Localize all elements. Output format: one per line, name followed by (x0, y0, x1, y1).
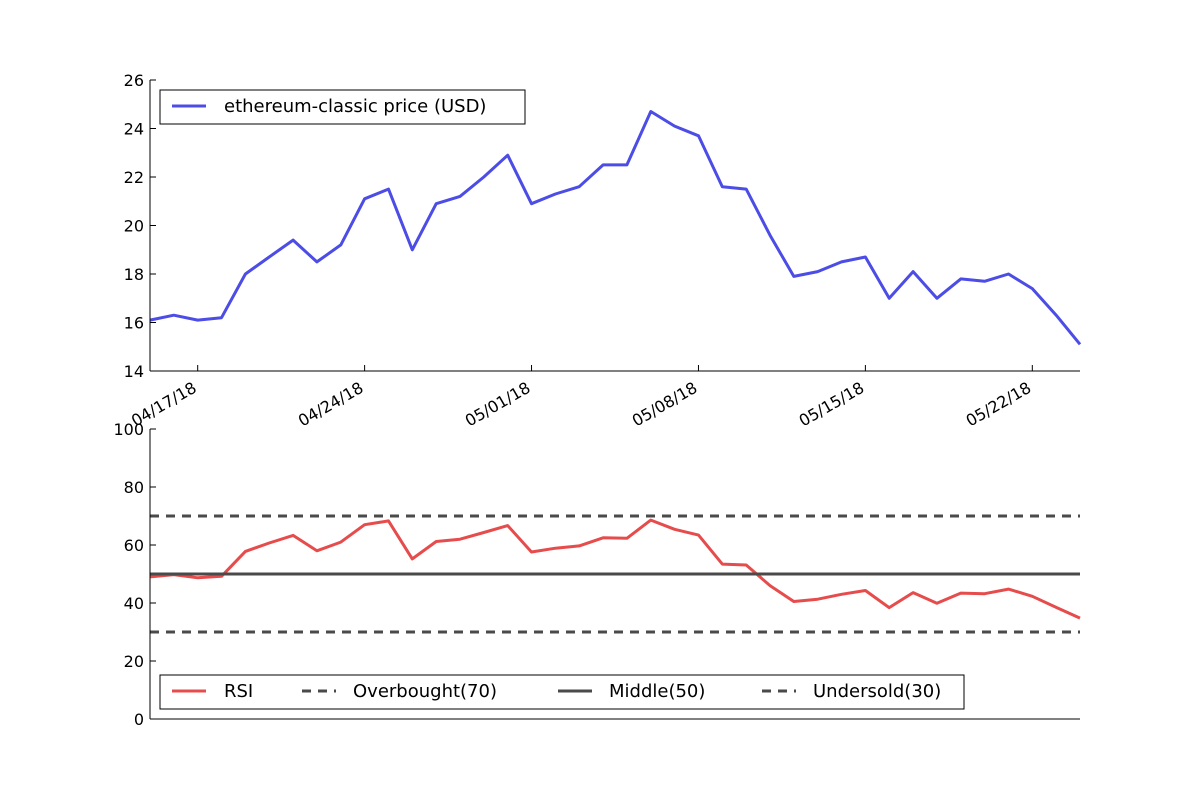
price-x-tick-label: 05/22/18 (963, 378, 1035, 430)
rsi-panel: 0 20 40 60 80 100 RSI Overbought(70) Middle(5… (113, 420, 1081, 729)
rsi-y-tick-label: 100 (113, 420, 144, 439)
rsi-line (149, 518, 1081, 620)
rsi-y-tick-label: 40 (124, 594, 144, 613)
overbought-legend-label: Overbought(70) (353, 681, 497, 702)
price-y-tick-label: 18 (124, 265, 144, 284)
rsi-series-layer (149, 514, 1081, 634)
rsi-axes-layer: 0 20 40 60 80 100 (113, 420, 1080, 729)
price-y-tick-label: 20 (124, 217, 144, 236)
price-y-tick-label: 14 (124, 362, 144, 381)
price-x-tick-label: 05/15/18 (796, 378, 868, 430)
rsi-y-tick-label: 80 (124, 478, 144, 497)
undersold-legend-label: Undersold(30) (813, 681, 941, 702)
price-x-tick-label: 05/08/18 (629, 378, 701, 430)
rsi-legend-label: RSI (224, 681, 253, 702)
price-legend-label: ethereum-classic price (USD) (224, 96, 486, 117)
middle-legend-label: Middle(50) (609, 681, 705, 702)
price-legend: ethereum-classic price (USD) (159, 89, 526, 125)
price-series-layer (149, 110, 1082, 346)
ethereum-classic-price-usd-line (149, 110, 1082, 346)
rsi-y-tick-label: 60 (124, 536, 144, 555)
price-y-tick-label: 24 (124, 120, 144, 139)
rsi-legend: RSI Overbought(70) Middle(50) Undersold(… (159, 674, 965, 710)
price-x-tick-label: 05/01/18 (462, 378, 534, 430)
price-legend-frame (159, 89, 526, 125)
rsi-y-tick-label: 0 (134, 710, 144, 729)
price-y-tick-label: 16 (124, 314, 144, 333)
price-x-tick-label: 04/24/18 (295, 378, 367, 430)
price-y-tick-label: 22 (124, 168, 144, 187)
price-y-tick-label: 26 (124, 71, 144, 90)
rsi-y-tick-label: 20 (124, 652, 144, 671)
